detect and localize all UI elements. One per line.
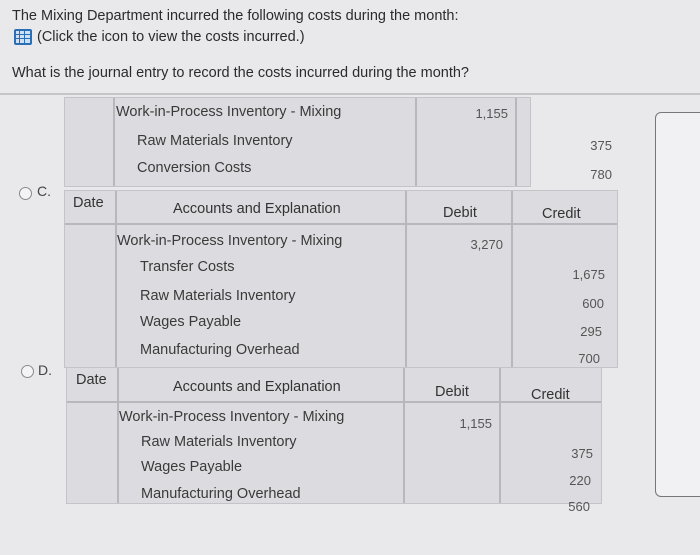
account-name: Raw Materials Inventory <box>137 133 293 149</box>
option-d-label[interactable]: D. <box>38 362 52 378</box>
column-divider <box>117 368 119 503</box>
question-prompt: What is the journal entry to record the … <box>12 65 469 81</box>
account-name: Wages Payable <box>140 314 242 330</box>
debit-amount: 3,270 <box>470 237 503 252</box>
debit-amount: 1,155 <box>459 416 492 431</box>
credit-amount: 220 <box>569 473 591 488</box>
debit-header: Debit <box>435 384 469 400</box>
account-name: Manufacturing Overhead <box>140 342 300 358</box>
account-name: Conversion Costs <box>137 160 252 176</box>
credit-amount: 375 <box>590 138 612 153</box>
option-b-journal-table <box>64 97 531 187</box>
credit-amount: 1,675 <box>572 267 605 282</box>
costs-link-text[interactable]: (Click the icon to view the costs incurr… <box>37 29 305 45</box>
debit-amount: 1,155 <box>475 106 508 121</box>
option-c-label[interactable]: C. <box>37 183 51 199</box>
costs-link[interactable]: (Click the icon to view the costs incurr… <box>14 29 305 45</box>
account-name: Work-in-Process Inventory - Mixing <box>116 104 342 120</box>
account-name: Transfer Costs <box>140 259 235 275</box>
account-name: Raw Materials Inventory <box>141 434 297 450</box>
account-name: Work-in-Process Inventory - Mixing <box>117 233 343 249</box>
date-header: Date <box>76 372 107 388</box>
credit-header: Credit <box>542 206 581 222</box>
answer-panel[interactable] <box>655 112 700 497</box>
credit-amount: 780 <box>590 167 612 182</box>
accounts-header: Accounts and Explanation <box>173 201 341 217</box>
credit-amount: 295 <box>580 324 602 339</box>
account-name: Manufacturing Overhead <box>141 486 301 502</box>
divider <box>0 93 700 95</box>
account-name: Raw Materials Inventory <box>140 288 296 304</box>
option-d-journal-table <box>66 367 602 504</box>
column-divider <box>415 98 417 186</box>
table-grid-icon[interactable] <box>14 29 32 45</box>
question-text: The Mixing Department incurred the follo… <box>12 8 459 24</box>
credit-amount: 375 <box>571 446 593 461</box>
date-header: Date <box>73 195 104 211</box>
header-divider <box>65 223 617 225</box>
option-c-journal-table <box>64 190 618 368</box>
debit-header: Debit <box>443 205 477 221</box>
header-divider <box>67 401 601 403</box>
accounts-header: Accounts and Explanation <box>173 379 341 395</box>
option-d-radio[interactable] <box>21 365 34 378</box>
column-divider <box>113 98 115 186</box>
column-divider <box>511 191 513 367</box>
column-divider <box>499 368 501 503</box>
account-name: Wages Payable <box>141 459 243 475</box>
column-divider <box>515 98 517 186</box>
column-divider <box>403 368 405 503</box>
account-name: Work-in-Process Inventory - Mixing <box>119 409 345 425</box>
credit-header: Credit <box>531 387 570 403</box>
column-divider <box>115 191 117 367</box>
credit-amount: 600 <box>582 296 604 311</box>
credit-amount: 700 <box>578 351 600 366</box>
column-divider <box>405 191 407 367</box>
option-c-radio[interactable] <box>19 187 32 200</box>
credit-amount: 560 <box>568 499 590 514</box>
